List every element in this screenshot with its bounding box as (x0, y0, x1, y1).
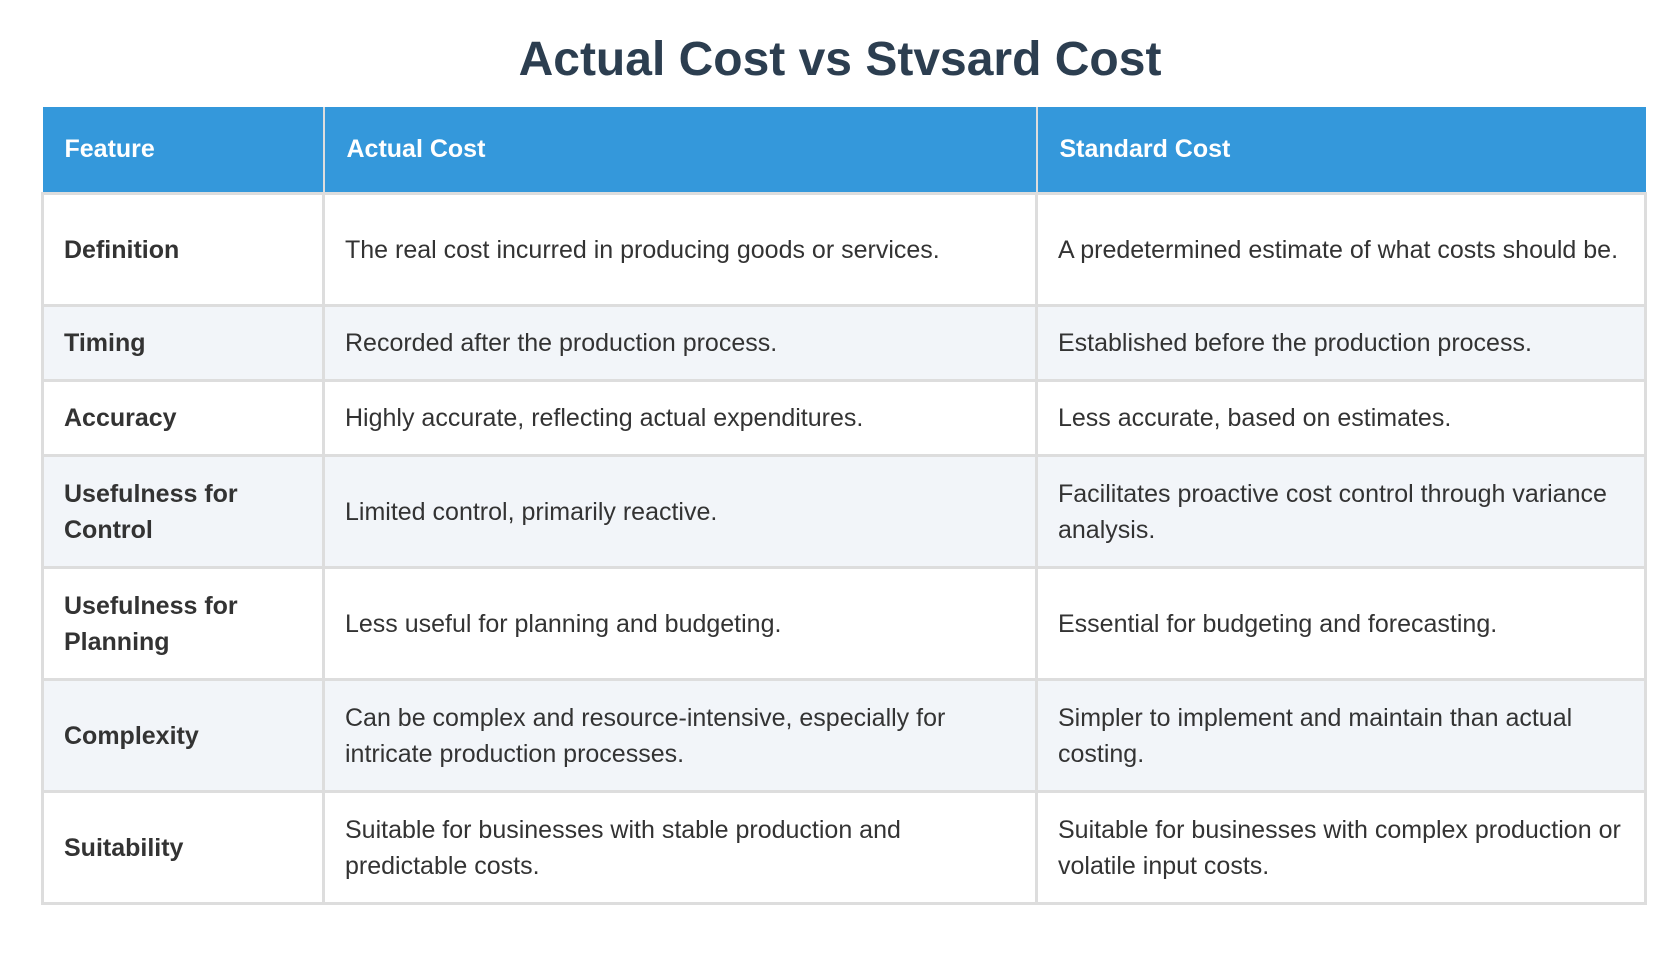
standard-cost-cell: Facilitates proactive cost control throu… (1035, 454, 1647, 569)
actual-cost-cell: Less useful for planning and budgeting. (322, 566, 1038, 681)
actual-cost-cell: Limited control, primarily reactive. (322, 454, 1038, 569)
table-row: Timing Recorded after the production pro… (41, 304, 1647, 382)
table-body: Definition The real cost incurred in pro… (41, 192, 1647, 905)
feature-cell: Definition (41, 192, 325, 307)
actual-cost-cell: Recorded after the production process. (322, 304, 1038, 382)
feature-cell: Complexity (41, 678, 325, 793)
table-row: Usefulness for Control Limited control, … (41, 454, 1647, 569)
feature-cell: Suitability (41, 790, 325, 905)
header-actual-cost: Actual Cost (322, 107, 1038, 195)
actual-cost-cell: Suitable for businesses with stable prod… (322, 790, 1038, 905)
table-header: Feature Actual Cost Standard Cost (42, 107, 1646, 195)
actual-cost-cell: The real cost incurred in producing good… (322, 192, 1038, 307)
table-row: Usefulness for Planning Less useful for … (41, 566, 1647, 681)
feature-cell: Usefulness for Control (41, 454, 325, 569)
standard-cost-cell: Simpler to implement and maintain than a… (1035, 678, 1647, 793)
header-standard-cost: Standard Cost (1035, 107, 1646, 195)
standard-cost-cell: Established before the production proces… (1035, 304, 1647, 382)
standard-cost-cell: Less accurate, based on estimates. (1035, 379, 1647, 457)
comparison-table: Feature Actual Cost Standard Cost Defini… (41, 107, 1647, 905)
header-row: Feature Actual Cost Standard Cost (42, 107, 1646, 195)
feature-cell: Accuracy (41, 379, 325, 457)
table-row: Definition The real cost incurred in pro… (41, 192, 1647, 307)
feature-cell: Timing (41, 304, 325, 382)
feature-cell: Usefulness for Planning (41, 566, 325, 681)
page-title: Actual Cost vs Stvsard Cost (518, 33, 1162, 86)
actual-cost-cell: Can be complex and resource-intensive, e… (322, 678, 1038, 793)
header-feature: Feature (42, 107, 325, 195)
table-row: Complexity Can be complex and resource-i… (41, 678, 1647, 793)
standard-cost-cell: A predetermined estimate of what costs s… (1035, 192, 1647, 307)
standard-cost-cell: Suitable for businesses with complex pro… (1035, 790, 1647, 905)
table-row: Accuracy Highly accurate, reflecting act… (41, 379, 1647, 457)
standard-cost-cell: Essential for budgeting and forecasting. (1035, 566, 1647, 681)
actual-cost-cell: Highly accurate, reflecting actual expen… (322, 379, 1038, 457)
table-row: Suitability Suitable for businesses with… (41, 790, 1647, 905)
